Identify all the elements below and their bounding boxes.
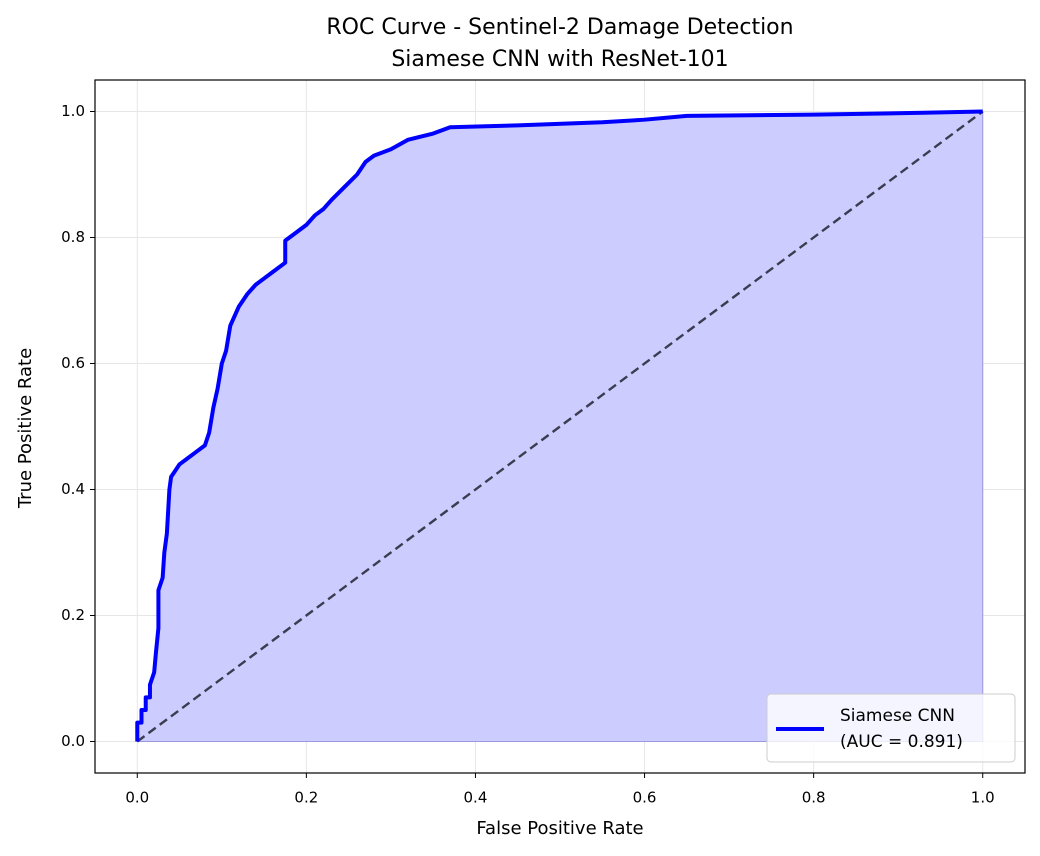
y-tick-label: 0.4 (61, 480, 85, 498)
legend: Siamese CNN (AUC = 0.891) (766, 693, 1016, 763)
x-tick-label: 0.6 (633, 789, 657, 807)
x-tick-label: 0.2 (294, 789, 318, 807)
y-axis-label: True Positive Rate (15, 348, 36, 509)
y-tick-label: 1.0 (61, 102, 85, 120)
x-tick-label: 0.0 (125, 789, 149, 807)
x-tick-label: 0.4 (464, 789, 488, 807)
chart-title: ROC Curve - Sentinel-2 Damage Detection (326, 15, 793, 40)
x-axis-label: False Positive Rate (476, 818, 643, 839)
roc-line (135, 109, 983, 742)
chance-line (136, 110, 984, 743)
y-tick-label: 0.6 (61, 354, 85, 372)
legend-label: Siamese CNN (AUC = 0.891) (840, 706, 963, 752)
legend-box (766, 693, 1016, 763)
x-tick-label: 1.0 (971, 789, 995, 807)
chart-subtitle: Siamese CNN with ResNet-101 (391, 47, 728, 72)
x-tick-label: 0.8 (802, 789, 826, 807)
y-tick-label: 0.0 (61, 732, 85, 750)
plot-frame (94, 79, 1026, 774)
y-tick-label: 0.2 (61, 606, 85, 624)
y-tick-label: 0.8 (61, 228, 85, 246)
